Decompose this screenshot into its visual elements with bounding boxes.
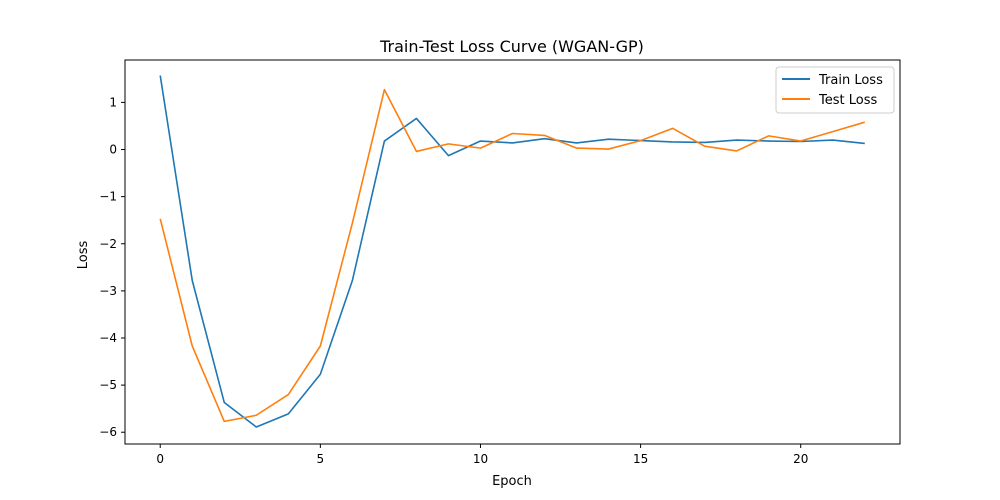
series-lines bbox=[159, 75, 865, 428]
x-tick-label: 0 bbox=[156, 452, 164, 466]
y-axis-label: Loss bbox=[76, 241, 91, 270]
y-tick-label: 1 bbox=[109, 95, 117, 109]
y-tick-label: −5 bbox=[99, 378, 117, 392]
y-tick-label: −4 bbox=[99, 331, 117, 345]
plot-area: 0 5 10 15 20 −6 −5 −4 −3 −2 −1 0 1 bbox=[99, 59, 901, 466]
x-tick-label: 5 bbox=[317, 452, 325, 466]
x-tick-label: 20 bbox=[793, 452, 808, 466]
plot-frame bbox=[124, 59, 901, 445]
legend: Train Loss Test Loss bbox=[775, 66, 895, 114]
chart-title: Train-Test Loss Curve (WGAN-GP) bbox=[379, 37, 644, 56]
y-tick-label: −6 bbox=[99, 425, 117, 439]
x-tick-label: 10 bbox=[473, 452, 488, 466]
legend-label-train-loss: Train Loss bbox=[818, 73, 883, 88]
series-line-test-loss bbox=[159, 88, 865, 423]
x-axis-label: Epoch bbox=[492, 474, 532, 489]
y-tick-label: 0 bbox=[109, 143, 117, 157]
x-axis: 0 5 10 15 20 bbox=[156, 444, 808, 466]
y-tick-label: −1 bbox=[99, 190, 117, 204]
x-tick-label: 15 bbox=[633, 452, 648, 466]
y-tick-label: −3 bbox=[99, 284, 117, 298]
legend-label-test-loss: Test Loss bbox=[818, 93, 877, 108]
y-axis: −6 −5 −4 −3 −2 −1 0 1 bbox=[99, 95, 125, 439]
y-tick-label: −2 bbox=[99, 237, 117, 251]
series-line-train-loss bbox=[159, 75, 865, 428]
